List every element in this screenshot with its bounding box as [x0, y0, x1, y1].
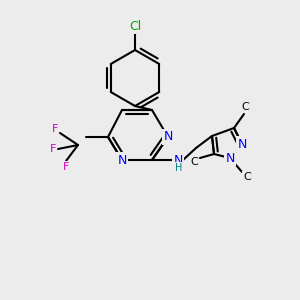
Text: F: F — [63, 162, 69, 172]
Text: C: C — [190, 157, 198, 167]
Text: H: H — [175, 163, 183, 173]
Text: N: N — [163, 130, 173, 143]
Text: C: C — [243, 172, 251, 182]
Text: N: N — [237, 137, 247, 151]
Text: C: C — [241, 102, 249, 112]
Text: N: N — [117, 154, 127, 166]
Text: N: N — [173, 154, 183, 166]
Text: F: F — [50, 144, 56, 154]
Text: F: F — [52, 124, 58, 134]
Text: Cl: Cl — [129, 20, 141, 32]
Text: N: N — [225, 152, 235, 164]
